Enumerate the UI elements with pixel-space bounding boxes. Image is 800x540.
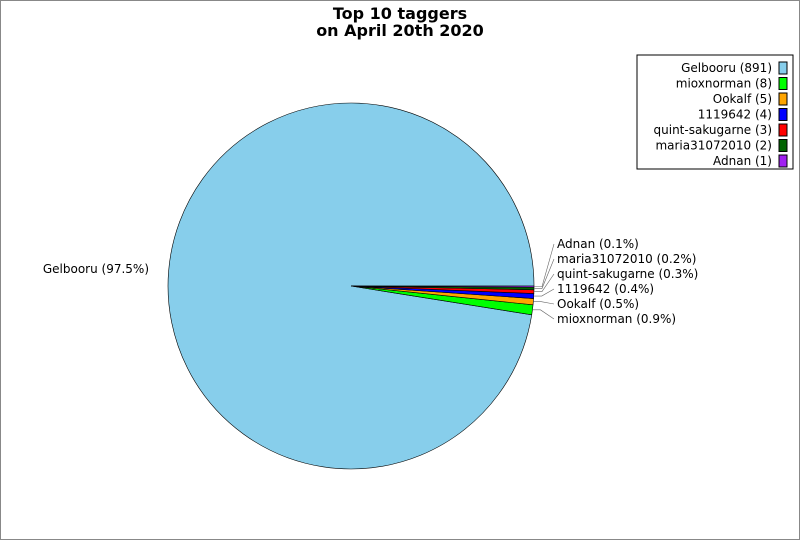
chart-title-line-1: Top 10 taggers [333, 4, 467, 23]
legend-swatch [778, 77, 788, 90]
legend-label: Gelbooru (891) [681, 61, 772, 75]
legend-label: mioxnorman (8) [676, 77, 772, 91]
legend-box [636, 54, 794, 170]
slice-label: Adnan (0.1%) [557, 237, 639, 251]
legend-label: 1119642 (4) [698, 108, 772, 122]
legend-swatch [778, 154, 788, 168]
label-leader-line [533, 301, 555, 305]
label-leader-line [533, 288, 555, 297]
legend-label: maria31072010 (2) [655, 139, 772, 153]
legend-label: Adnan (1) [713, 154, 772, 168]
label-leader-line [532, 309, 555, 320]
slice-label: mioxnorman (0.9%) [557, 312, 676, 326]
legend-swatch [778, 139, 788, 152]
slice-label: quint-sakugarne (0.3%) [557, 267, 698, 281]
legend-swatch [778, 123, 788, 137]
legend-label: Ookalf (5) [713, 92, 772, 106]
legend: Gelbooru (891) mioxnorman (8)Ookalf (5) 11… [636, 54, 794, 170]
slice-label: Ookalf (0.5%) [557, 297, 639, 311]
slice-label: maria31072010 (0.2%) [557, 252, 696, 266]
label-leader-line [533, 243, 555, 287]
label-leader-line [533, 273, 555, 292]
label-leader-line [533, 258, 555, 289]
legend-swatch [778, 61, 788, 75]
chart-title-line-2: on April 20th 2020 [316, 21, 484, 40]
legend-swatch [778, 108, 788, 121]
slice-label: Gelbooru (97.5%) [43, 262, 149, 276]
slice-label: 1119642 (0.4%) [557, 282, 654, 296]
legend-label: quint-sakugarne (3) [654, 123, 772, 137]
legend-swatch [778, 92, 788, 106]
